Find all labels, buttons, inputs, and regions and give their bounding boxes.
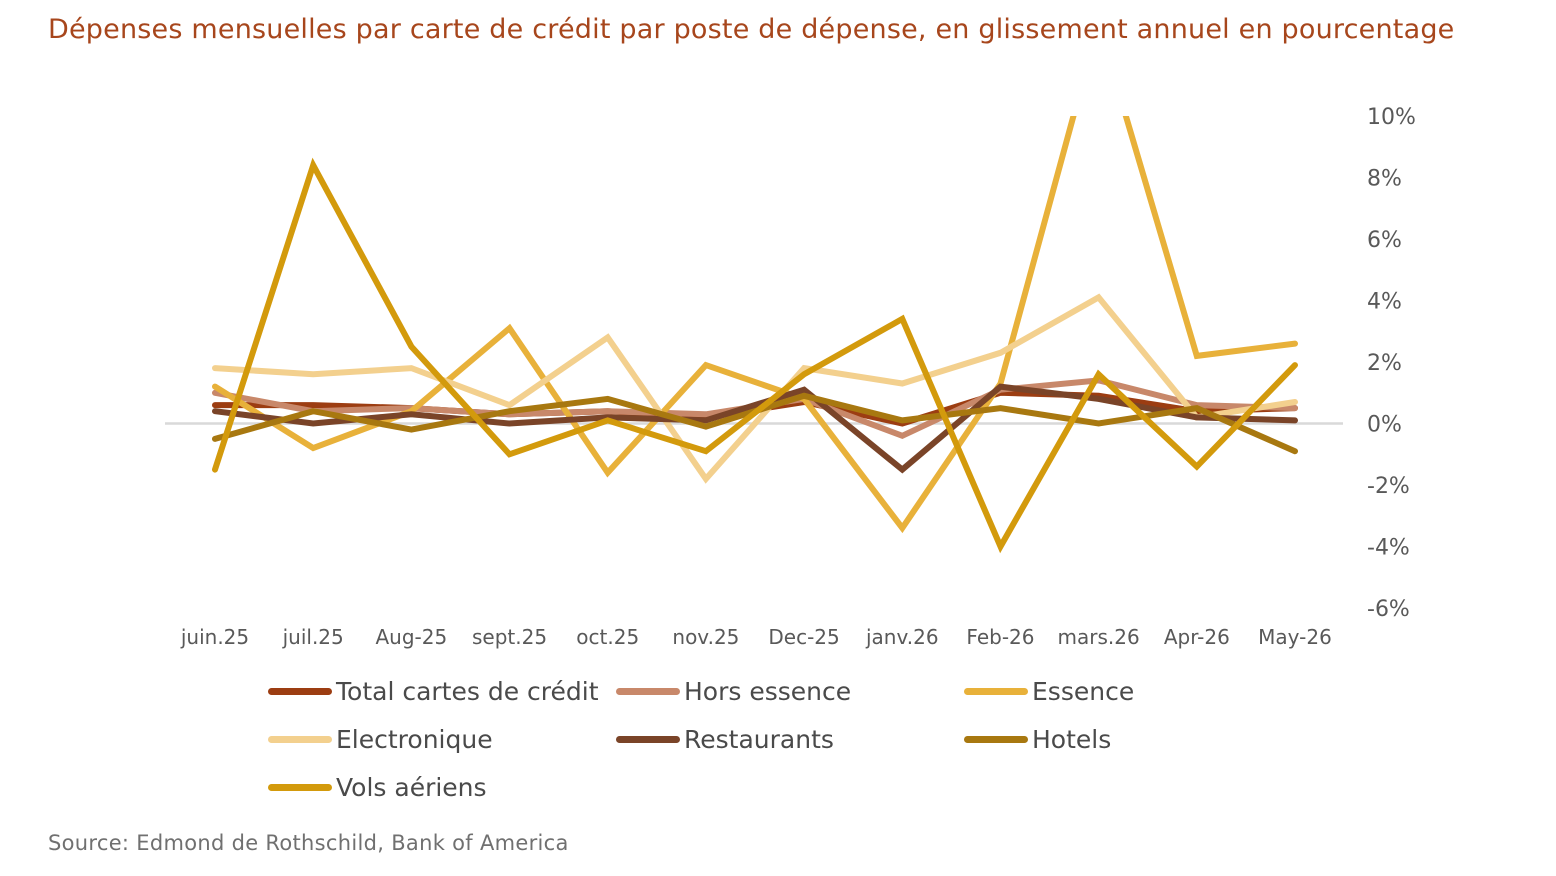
y-tick-label: -4% — [1367, 536, 1410, 561]
y-tick-label: 4% — [1367, 290, 1402, 315]
legend-swatch — [964, 687, 1028, 695]
legend-label: Hotels — [1032, 724, 1112, 754]
source-note: Source: Edmond de Rothschild, Bank of Am… — [48, 831, 569, 855]
legend-swatch — [616, 735, 680, 743]
legend-item: Vols aériens — [268, 768, 616, 806]
legend-swatch — [616, 687, 680, 695]
x-tick-label: Dec-25 — [768, 625, 839, 649]
legend-swatch — [268, 687, 332, 695]
legend-label: Total cartes de crédit — [336, 676, 599, 706]
legend-item: Restaurants — [616, 720, 964, 758]
legend-item: Essence — [964, 672, 1312, 710]
x-tick-label: mars.26 — [1058, 625, 1140, 649]
legend-swatch — [268, 783, 332, 791]
x-tick-label: Aug-25 — [376, 625, 448, 649]
legend-item: Total cartes de crédit — [268, 672, 616, 710]
chart-legend: Total cartes de crédit Hors essence Essenc… — [268, 672, 1318, 806]
axis-layer: 10% 8% 6% 4% 2% 0% -2% -4% -6% juin.25 juil.25 Aug-… — [165, 105, 1416, 649]
legend-swatch — [268, 735, 332, 743]
y-tick-label: 0% — [1367, 413, 1402, 438]
legend-label: Restaurants — [684, 724, 834, 754]
legend-label: Vols aériens — [336, 772, 487, 802]
legend-label: Electronique — [336, 724, 493, 754]
series-line-4 — [212, 293, 1298, 484]
x-tick-label: Apr-26 — [1164, 625, 1230, 649]
x-tick-label: sept.25 — [472, 625, 547, 649]
legend-item: Hotels — [964, 720, 1312, 758]
x-tick-label: May-26 — [1258, 625, 1332, 649]
x-tick-label: juil.25 — [282, 625, 344, 649]
y-tick-label: 6% — [1367, 228, 1402, 253]
y-tick-label: -6% — [1367, 597, 1410, 622]
series-line-3 — [212, 116, 1298, 534]
y-tick-label: -2% — [1367, 474, 1410, 499]
legend-label: Essence — [1032, 676, 1135, 706]
legend-item: Hors essence — [616, 672, 964, 710]
legend-swatch — [964, 735, 1028, 743]
y-tick-label: 2% — [1367, 351, 1402, 376]
x-tick-label: oct.25 — [576, 625, 639, 649]
series-line-7 — [212, 157, 1298, 554]
y-tick-label: 10% — [1367, 105, 1416, 130]
x-tick-label: nov.25 — [672, 625, 739, 649]
legend-item: Electronique — [268, 720, 616, 758]
x-tick-label: juin.25 — [180, 625, 249, 649]
y-tick-label: 8% — [1367, 167, 1402, 192]
series-line-5 — [212, 383, 1298, 474]
legend-label: Hors essence — [684, 676, 852, 706]
x-tick-label: Feb-26 — [966, 625, 1034, 649]
x-tick-label: janv.26 — [865, 625, 939, 649]
chart-title: Dépenses mensuelles par carte de crédit … — [48, 14, 1455, 45]
series-layer — [212, 116, 1298, 554]
